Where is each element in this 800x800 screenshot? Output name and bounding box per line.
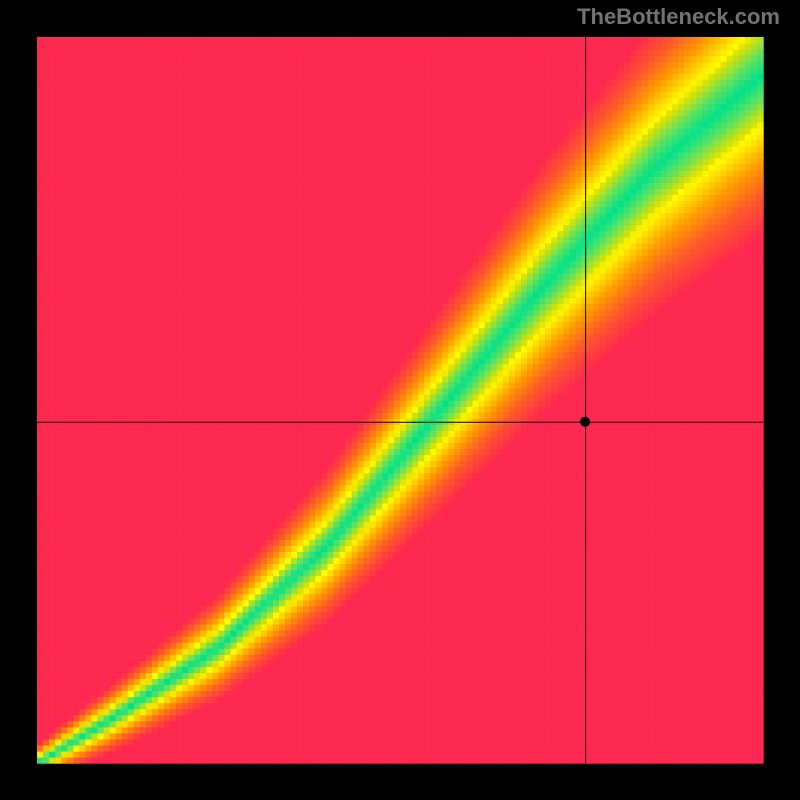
heatmap-canvas: [0, 0, 800, 800]
chart-container: TheBottleneck.com: [0, 0, 800, 800]
watermark-text: TheBottleneck.com: [577, 4, 780, 30]
